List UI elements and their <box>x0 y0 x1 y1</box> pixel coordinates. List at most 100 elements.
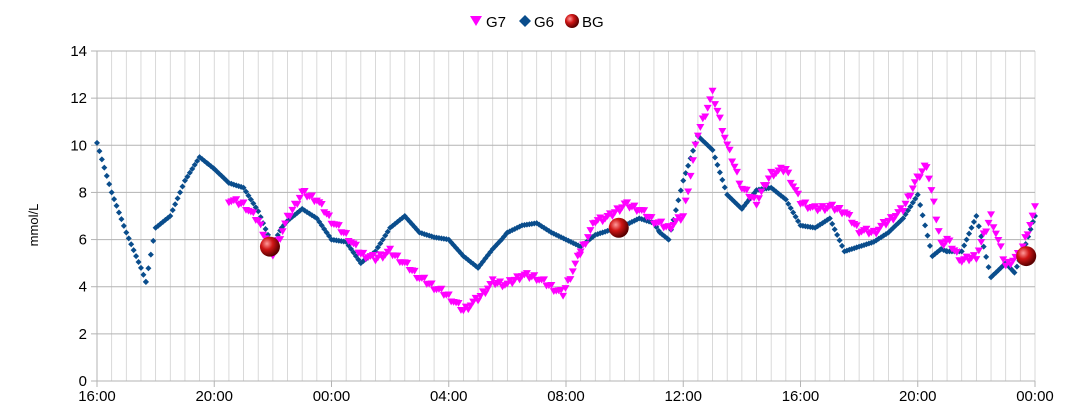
g6-point <box>108 189 115 196</box>
g7-point <box>977 238 986 246</box>
g7-point <box>281 220 290 228</box>
g7-point <box>757 188 766 196</box>
g6-point <box>839 242 846 249</box>
g7-point <box>999 256 1008 264</box>
g6-point <box>912 195 919 202</box>
g6-point <box>712 154 719 161</box>
g6-point <box>831 226 838 233</box>
g6-point <box>834 231 841 238</box>
g6-point <box>140 271 147 278</box>
g6-point <box>184 173 191 180</box>
g7-point <box>586 227 595 234</box>
g6-point <box>709 147 716 153</box>
g6-point <box>123 229 130 236</box>
g7-point <box>952 249 961 256</box>
g7-point <box>254 217 263 225</box>
series-bg <box>259 217 1037 267</box>
g7-point <box>762 182 771 189</box>
x-tick-label: 16:00 <box>78 388 116 405</box>
g7-point <box>713 107 722 115</box>
g7-point <box>929 198 938 206</box>
y-tick-label: 10 <box>70 137 87 154</box>
g7-point <box>657 218 666 226</box>
g6-point <box>245 192 252 199</box>
g7-point <box>784 169 793 177</box>
g6-point <box>917 202 924 208</box>
g6-point <box>983 253 990 260</box>
grid-lines <box>96 50 1036 382</box>
g7-point <box>410 267 419 275</box>
g7-point <box>972 256 981 263</box>
g7-point <box>835 205 844 212</box>
g7-point <box>351 241 360 249</box>
g6-point <box>145 265 152 272</box>
g7-point <box>764 175 773 183</box>
g7-point <box>239 199 248 207</box>
g7-point <box>278 228 287 236</box>
g7-point <box>1028 212 1037 220</box>
g6-point <box>919 212 926 219</box>
g7-point <box>696 124 705 131</box>
y-tick-label: 8 <box>79 184 87 201</box>
g7-point <box>932 216 941 224</box>
g6-point <box>922 222 929 229</box>
g7-point <box>476 292 485 300</box>
g6-point <box>137 264 144 271</box>
g6-point <box>240 184 247 191</box>
g6-point <box>147 251 154 258</box>
g6-point <box>782 196 789 203</box>
g7-point <box>576 251 585 259</box>
g7-point <box>725 146 734 154</box>
g7-point <box>706 96 715 104</box>
g6-point <box>1013 263 1020 270</box>
g6-point <box>926 242 933 249</box>
g7-point <box>754 195 763 203</box>
g7-point <box>791 187 800 194</box>
g7-point <box>259 231 268 239</box>
g7-point <box>711 101 720 108</box>
g7-point <box>647 214 656 221</box>
g7-point <box>689 157 698 165</box>
g7-point <box>794 190 803 198</box>
g6-point <box>247 196 254 203</box>
g7-point <box>987 211 996 219</box>
y-tick-label: 14 <box>70 43 87 60</box>
g6-point <box>790 209 797 216</box>
g6-point <box>382 232 389 239</box>
g7-point <box>708 87 717 95</box>
g7-point <box>1031 203 1039 211</box>
g7-point <box>701 113 710 121</box>
x-tick-label: 08:00 <box>547 388 585 405</box>
g6-point <box>115 209 122 216</box>
g7-point <box>991 230 1000 238</box>
g7-point <box>293 201 302 208</box>
g6-point <box>181 177 188 184</box>
g7-point <box>906 192 915 200</box>
g6-point <box>106 181 113 188</box>
x-tick-label: 12:00 <box>664 388 702 405</box>
g7-point <box>918 168 927 176</box>
g7-point <box>630 202 639 210</box>
g7-point <box>540 276 549 284</box>
g7-point <box>908 185 917 193</box>
g7-point <box>728 158 737 166</box>
g7-point <box>232 196 241 204</box>
g7-point <box>924 175 933 183</box>
g7-point <box>994 237 1003 244</box>
x-tick-label: 20:00 <box>899 388 937 405</box>
g7-point <box>996 243 1005 251</box>
g6-point <box>167 213 174 219</box>
g6-point <box>103 172 110 179</box>
g6-point <box>482 255 489 262</box>
g7-point <box>801 199 810 207</box>
g7-point <box>295 194 304 202</box>
x-tick-labels: 16:00 20:00 00:00 04:00 08:00 12:00 16:00 20:00… <box>78 381 1054 405</box>
g6-point <box>690 147 697 154</box>
g6-point <box>150 237 157 244</box>
g6-point <box>169 207 176 214</box>
g6-point <box>714 161 721 168</box>
g7-point <box>828 201 837 209</box>
g7-point <box>910 179 919 187</box>
g7-point <box>568 268 577 276</box>
g7-point <box>483 285 492 293</box>
